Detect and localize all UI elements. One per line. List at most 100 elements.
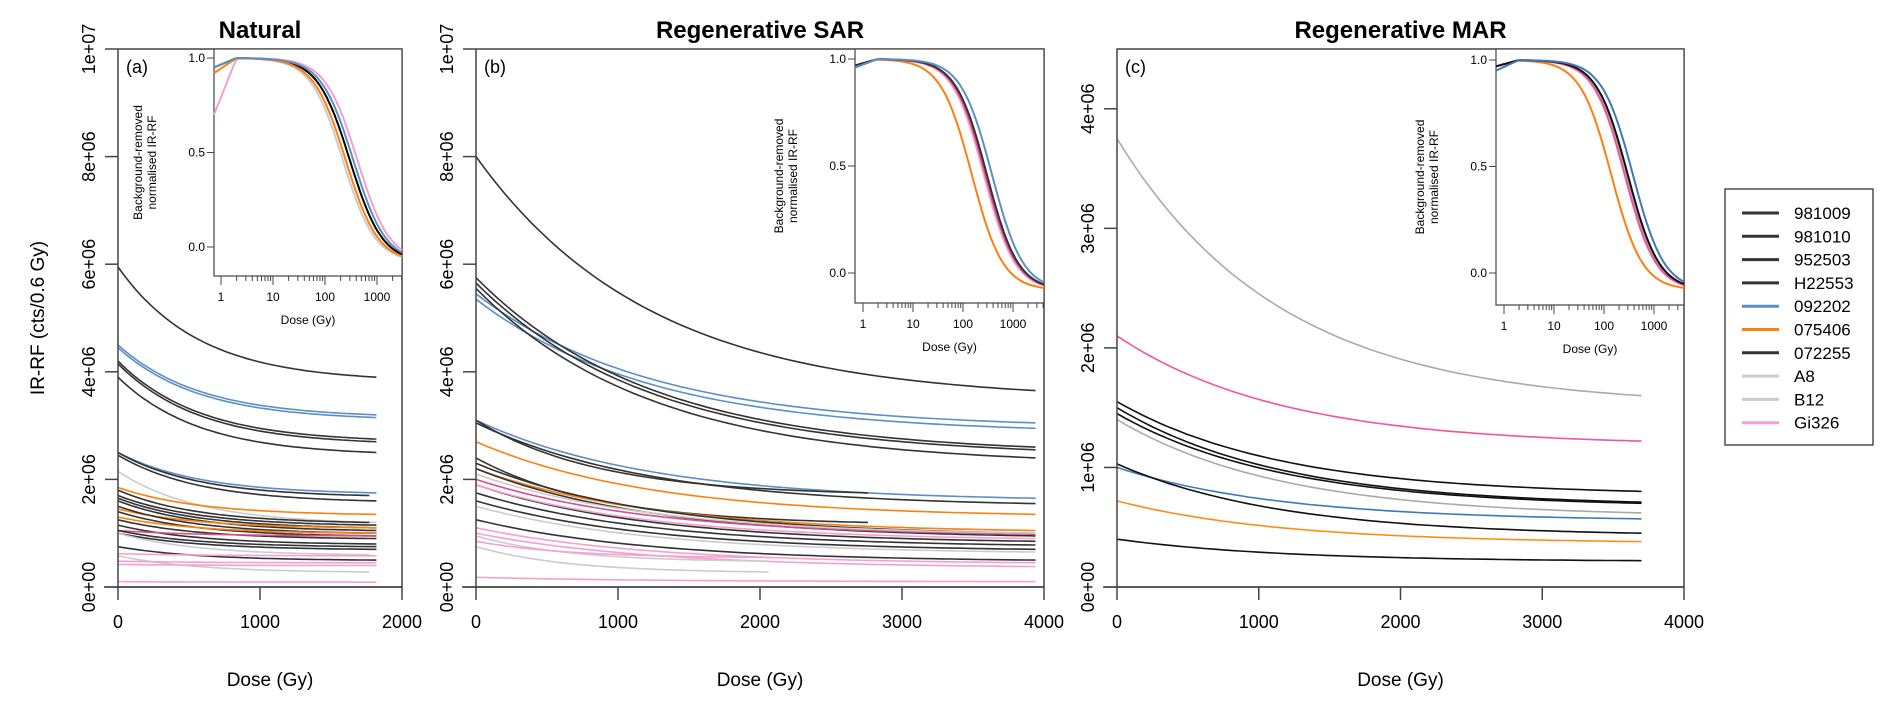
legend-label: 981009 — [1794, 204, 1851, 223]
curve-line — [1116, 335, 1642, 442]
y-tick-label: 4e+06 — [79, 347, 99, 398]
curve-line — [1116, 138, 1642, 397]
x-tick-label: 0 — [471, 612, 481, 632]
legend-label: 981010 — [1794, 227, 1851, 246]
inset-c: 0.0 0.5 1.0 1 10 100 1000 Dose (Gy) Background-r… — [1413, 48, 1685, 356]
curve-line — [117, 555, 370, 573]
inset-x-label: Dose (Gy) — [922, 340, 977, 354]
curve-line — [475, 473, 1036, 534]
curve-line — [117, 563, 377, 567]
inset-x-tick-label: 100 — [1594, 319, 1614, 333]
curve-line — [117, 489, 370, 524]
curve-line — [117, 529, 377, 548]
y-tick-label: 0e+00 — [79, 562, 99, 613]
inset-x-tick-label: 10 — [906, 317, 920, 331]
inset-a: 0.0 0.5 1.0 1 10 100 1000 Dose (Gy) Background-r… — [131, 48, 403, 327]
curve-line — [117, 494, 377, 526]
curve-line — [1116, 466, 1642, 520]
x-tick-label: 2000 — [1380, 612, 1420, 632]
curves — [1116, 138, 1642, 562]
curve-line — [117, 560, 377, 564]
inset-x-label: Dose (Gy) — [1563, 342, 1618, 356]
curve-line — [117, 545, 377, 561]
inset-frame — [213, 48, 403, 277]
curve-line — [475, 156, 1036, 392]
curve-line — [475, 540, 769, 559]
legend-item: 075406 — [1742, 321, 1851, 340]
inset-y-tick-label: 0.0 — [1470, 266, 1487, 280]
inset-x-tick-label: 1 — [860, 317, 867, 331]
x-tick-label: 0 — [1112, 612, 1122, 632]
legend-item: 981009 — [1742, 204, 1851, 223]
legend-item: Gi326 — [1742, 414, 1839, 433]
curve-line — [475, 535, 769, 562]
y-tick-label: 6e+06 — [79, 239, 99, 290]
curve-line — [475, 298, 1036, 430]
legend-label: 072255 — [1794, 344, 1851, 363]
inset-curve-line — [213, 57, 403, 254]
x-axis-label: Dose (Gy) — [227, 670, 314, 691]
curve-line — [117, 454, 377, 502]
inset-y-label-line1: Background-removed — [131, 105, 145, 220]
y-tick-label: 0e+00 — [1078, 562, 1098, 613]
inset-x-label: Dose (Gy) — [281, 313, 336, 327]
curve-line — [475, 293, 1036, 424]
inset-curves — [1495, 59, 1685, 289]
legend-label: 952503 — [1794, 251, 1851, 270]
legend-item: 092202 — [1742, 297, 1851, 316]
x-tick-label: 2000 — [382, 612, 422, 632]
panel-title: Regenerative SAR — [656, 17, 864, 44]
curve-line — [1116, 463, 1642, 534]
x-tick-label: 1000 — [240, 612, 280, 632]
y-tick-label: 4e+06 — [1078, 83, 1098, 134]
y-tick-label: 0e+00 — [437, 562, 457, 613]
curve-line — [117, 451, 377, 494]
y-tick-label: 2e+06 — [437, 454, 457, 505]
panel-title: Regenerative MAR — [1294, 17, 1506, 44]
inset-b: 0.0 0.5 1.0 1 10 100 1000 Dose (Gy) Background-r… — [772, 48, 1045, 354]
curve-line — [117, 486, 377, 516]
curves — [475, 156, 1036, 583]
inset-y-tick-label: 0.0 — [188, 240, 205, 254]
curve-line — [475, 277, 1036, 448]
inset-y-label-line1: Background-removed — [1413, 120, 1427, 235]
inset-curve-line — [854, 58, 1045, 284]
y-tick-label: 2e+06 — [79, 454, 99, 505]
y-tick-label: 3e+06 — [1078, 203, 1098, 254]
curves — [117, 266, 377, 584]
x-tick-label: 4000 — [1664, 612, 1704, 632]
legend-item: B12 — [1742, 390, 1824, 409]
panel-tag: (c) — [1125, 57, 1146, 77]
panel-a: Natural 0 1000 2000 0e+00 2e+06 4e+06 6e+06 8e+0… — [79, 17, 422, 691]
curve-line — [475, 282, 1036, 451]
curve-line — [117, 532, 370, 556]
curve-line — [475, 419, 1036, 499]
curve-line — [117, 347, 377, 419]
inset-frame — [1495, 48, 1685, 306]
curve-line — [475, 492, 1036, 546]
curve-line — [117, 451, 370, 497]
curve-line — [1116, 500, 1642, 543]
curve-line — [1116, 412, 1642, 505]
y-tick-label: 2e+06 — [1078, 323, 1098, 374]
legend-label: H22553 — [1794, 274, 1854, 293]
inset-y-label-line2: normalised IR-RF — [1427, 130, 1441, 224]
legend: 981009 981010 952503 H22553 092202 075406 0722… — [1724, 188, 1874, 446]
y-tick-label: 1e+07 — [437, 24, 457, 75]
y-tick-label: 8e+06 — [437, 131, 457, 182]
y-tick-label: 8e+06 — [79, 131, 99, 182]
inset-x-tick-label: 100 — [315, 290, 335, 304]
x-tick-label: 2000 — [740, 612, 780, 632]
legend-item: 952503 — [1742, 251, 1851, 270]
curve-line — [475, 484, 1036, 543]
y-tick-label: 6e+06 — [437, 239, 457, 290]
curve-line — [117, 266, 377, 378]
curve-line — [475, 505, 1036, 553]
curve-line — [475, 287, 1036, 459]
curve-line — [475, 440, 1036, 516]
inset-y-label-line2: normalised IR-RF — [145, 115, 159, 209]
curve-line — [1116, 418, 1642, 514]
inset-y-tick-label: 1.0 — [188, 51, 205, 65]
